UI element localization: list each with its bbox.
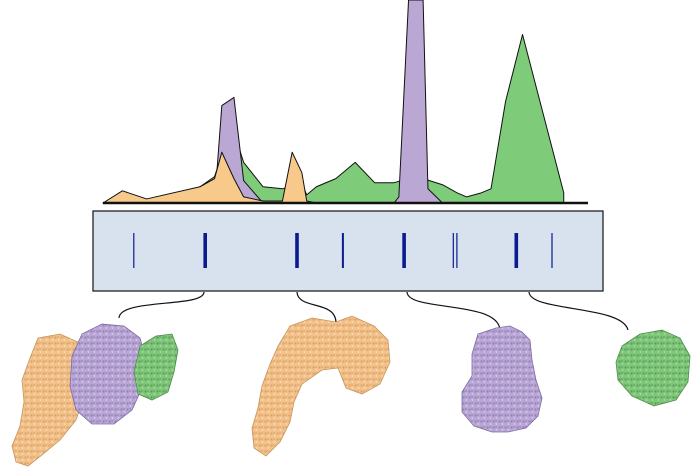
connector-lines xyxy=(118,291,629,331)
connector-band-4 xyxy=(528,291,629,331)
area-purple-component xyxy=(199,0,443,204)
connector-band-1 xyxy=(118,291,205,319)
gel-strip xyxy=(92,210,604,292)
connector-band-2 xyxy=(296,291,337,323)
area-green-component xyxy=(102,34,565,204)
structure-green-subunit xyxy=(615,329,691,407)
structure-purple-subunit xyxy=(461,325,543,433)
area-orange-component xyxy=(102,151,317,204)
structure-1-green-domain xyxy=(133,333,179,401)
structure-1-purple-domain xyxy=(69,323,147,425)
structure-orange-subunit xyxy=(251,315,391,457)
connector-band-3 xyxy=(406,291,501,331)
chromatogram xyxy=(102,0,565,204)
gel-bands xyxy=(133,233,553,268)
structure-orange-purple-green-complex xyxy=(11,323,179,467)
